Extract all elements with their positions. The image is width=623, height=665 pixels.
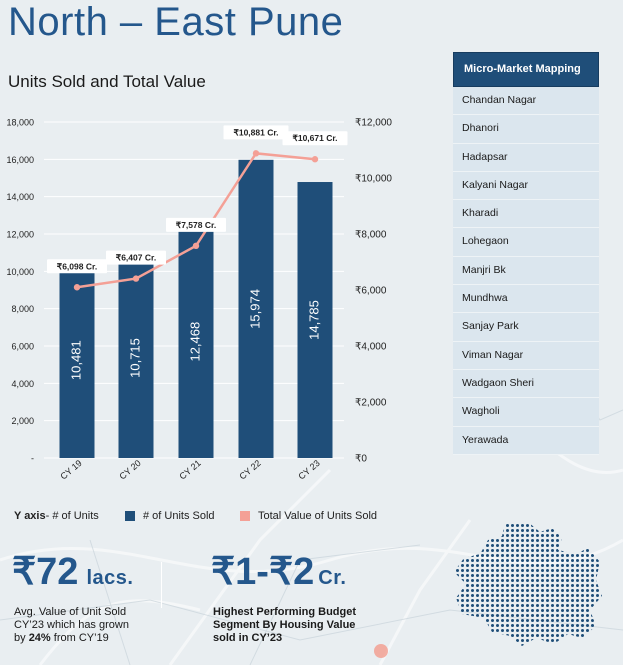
micro-market-item: Mundhwa: [453, 285, 599, 314]
legend-value-swatch: [240, 511, 250, 521]
y-left-tick: 12,000: [6, 230, 34, 240]
value-point: [252, 150, 260, 157]
legend-units-label: # of Units Sold: [143, 510, 215, 522]
avg-value-stat: ₹72 lacs.: [12, 553, 133, 591]
micro-market-panel: Micro-Market Mapping Chandan Nagar Dhanor…: [453, 52, 599, 455]
yaxis-note: Y axis - # of Units: [14, 510, 99, 522]
micro-market-item: Yerawada: [453, 426, 599, 455]
micro-market-header: Micro-Market Mapping: [453, 52, 599, 87]
value-data-label: ₹7,578 Cr.: [176, 220, 216, 230]
value-label-box: [282, 131, 348, 146]
micro-market-item: Chandan Nagar: [453, 87, 599, 116]
y-left-tick: 4,000: [11, 379, 34, 389]
value-point: [192, 242, 200, 250]
value-point: [132, 275, 140, 282]
y-right-tick: ₹6,000: [355, 286, 387, 297]
avg-desc-post: from CY’19: [50, 632, 109, 644]
x-category-label: CY 19: [58, 458, 83, 482]
y-left-tick: -: [31, 454, 34, 464]
bar-units-sold: [118, 257, 154, 458]
y-left-tick: 18,000: [6, 118, 34, 128]
value-label-box: [166, 217, 226, 232]
units-sold-chart: - 2,000 4,000 6,000 8,000 10,000 12,000 14,000 1…: [6, 118, 392, 482]
y-left-tick: 6,000: [11, 342, 34, 352]
value-label-box: [223, 125, 289, 140]
micro-market-item: Wagholi: [453, 398, 599, 427]
bar-value-label: 10,481: [68, 340, 83, 380]
value-label-box: [47, 259, 107, 274]
micro-market-item: Lohegaon: [453, 228, 599, 257]
value-label-box: [106, 250, 166, 265]
micro-market-item: Hadapsar: [453, 143, 599, 172]
y-left-tick: 10,000: [6, 267, 34, 277]
y-right-tick: ₹8,000: [355, 230, 387, 241]
legend-units: # of Units Sold: [125, 510, 215, 522]
bar-units-sold: [178, 225, 214, 458]
avg-desc-line-2: CY’23 which has grown: [14, 619, 129, 631]
legend-value-label: Total Value of Units Sold: [258, 510, 378, 522]
region-dot-map: [454, 522, 602, 646]
avg-value-unit: lacs.: [86, 567, 134, 589]
map-pin-icon: [374, 644, 388, 658]
micro-market-item: Kharadi: [453, 200, 599, 229]
value-point: [311, 156, 319, 163]
micro-market-item: Viman Nagar: [453, 341, 599, 370]
y-left-tick: 8,000: [11, 304, 34, 314]
y-right-tick: ₹4,000: [355, 342, 387, 353]
yaxis-note-text: - # of Units: [45, 510, 99, 522]
avg-desc-line-3: by 24% from CY’19: [14, 632, 129, 645]
value-point: [73, 284, 81, 291]
y-left-tick: 2,000: [11, 416, 34, 426]
bar-value-label: 10,715: [127, 338, 142, 378]
legend-value: Total Value of Units Sold: [240, 510, 377, 522]
budget-desc-line-3: sold in CY’23: [213, 632, 283, 644]
avg-desc-line-1: Avg. Value of Unit Sold: [14, 606, 127, 618]
y-right-tick: ₹10,000: [355, 174, 392, 185]
avg-desc-growth: 24%: [28, 632, 51, 644]
value-data-label: ₹10,671 Cr.: [292, 133, 337, 143]
bar-value-label: 15,974: [247, 289, 262, 329]
x-category-label: CY 23: [296, 458, 321, 482]
bar-value-label: 14,785: [306, 300, 321, 340]
x-category-label: CY 21: [177, 458, 202, 482]
yaxis-note-bold: Y axis: [14, 510, 46, 522]
stat-divider: [161, 562, 162, 608]
bar-units-sold: [297, 182, 333, 458]
bar-value-label: 12,468: [187, 322, 202, 362]
budget-value: ₹1-₹2: [211, 551, 315, 593]
y-right-tick: ₹2,000: [355, 398, 387, 409]
legend-units-swatch: [125, 511, 135, 521]
micro-market-item: Manjri Bk: [453, 256, 599, 286]
page-title: North – East Pune: [8, 0, 344, 44]
avg-value-description: Avg. Value of Unit Sold CY’23 which has …: [14, 606, 129, 645]
bar-units-sold: [59, 262, 95, 458]
micro-market-item: Kalyani Nagar: [453, 171, 599, 201]
value-data-label: ₹6,098 Cr.: [57, 261, 97, 271]
avg-value-number: ₹72: [12, 551, 79, 593]
x-category-label: CY 20: [117, 458, 142, 482]
micro-market-item: Wadgaon Sheri: [453, 369, 599, 399]
chart-title: Units Sold and Total Value: [8, 72, 206, 91]
y-left-tick: 16,000: [6, 155, 34, 165]
budget-desc-line-2: Segment By Housing Value: [213, 619, 356, 631]
micro-market-list: Chandan Nagar Dhanori Hadapsar Kalyani Naga…: [453, 87, 599, 455]
bar-units-sold: [238, 159, 274, 458]
avg-desc-pre: by: [14, 632, 29, 644]
value-data-label: ₹6,407 Cr.: [116, 253, 156, 263]
x-category-label: CY 22: [237, 458, 262, 482]
budget-desc-line-1: Highest Performing Budget: [213, 606, 357, 618]
budget-stat: ₹1-₹2 Cr.: [211, 553, 346, 591]
y-left-tick: 14,000: [6, 192, 34, 202]
y-right-tick: ₹12,000: [355, 118, 392, 129]
micro-market-item: Dhanori: [453, 115, 599, 144]
budget-unit: Cr.: [318, 567, 347, 589]
micro-market-item: Sanjay Park: [453, 313, 599, 342]
budget-description: Highest Performing Budget Segment By Hou…: [213, 606, 356, 645]
y-right-tick: ₹0: [355, 454, 367, 465]
value-data-label: ₹10,881 Cr.: [233, 127, 278, 137]
